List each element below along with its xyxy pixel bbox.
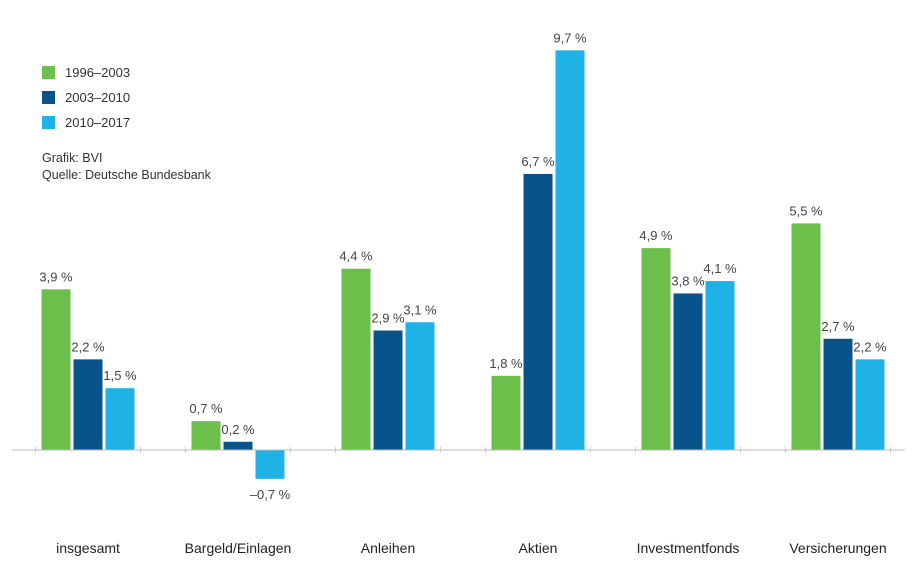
bar-aktien-2010-2017 [556, 50, 585, 450]
legend-item-1996-2003: 1996–2003 [42, 60, 130, 85]
legend-swatch-2010-2017 [42, 116, 55, 129]
bar-investmentfonds-1996-2003 [642, 248, 671, 450]
category-label-versicherungen: Versicherungen [789, 540, 886, 556]
legend-swatch-1996-2003 [42, 66, 55, 79]
category-label-aktien: Aktien [519, 540, 558, 556]
value-label-anleihen-2010-2017: 3,1 % [403, 302, 437, 317]
value-labels: 3,9 % 2,2 % 1,5 % 0,7 % 0,2 % –0,7 % 4,4 % 2,9 … [39, 30, 887, 501]
value-label-investmentfonds-2010-2017: 4,1 % [703, 261, 737, 276]
bar-bargeld-einlagen-1996-2003 [192, 421, 221, 450]
bar-insgesamt-2010-2017 [106, 388, 135, 450]
bar-investmentfonds-2003-2010 [674, 293, 703, 450]
category-labels: insgesamt Bargeld/Einlagen Anleihen Aktien I… [56, 540, 887, 556]
bar-aktien-2003-2010 [524, 174, 553, 450]
legend-item-2003-2010: 2003–2010 [42, 85, 130, 110]
value-label-investmentfonds-1996-2003: 4,9 % [639, 228, 673, 243]
value-label-anleihen-2003-2010: 2,9 % [371, 311, 405, 326]
value-label-insgesamt-2010-2017: 1,5 % [103, 368, 137, 383]
value-label-versicherungen-1996-2003: 5,5 % [789, 203, 823, 218]
grafik-credit: Grafik: BVI [42, 150, 211, 167]
legend-item-2010-2017: 2010–2017 [42, 110, 130, 135]
value-label-insgesamt-2003-2010: 2,2 % [71, 339, 105, 354]
legend-label: 1996–2003 [65, 65, 130, 80]
bar-versicherungen-2010-2017 [856, 359, 885, 450]
category-label-investmentfonds: Investmentfonds [637, 540, 740, 556]
value-label-versicherungen-2010-2017: 2,2 % [853, 339, 887, 354]
bar-investmentfonds-2010-2017 [706, 281, 735, 450]
category-label-insgesamt: insgesamt [56, 540, 120, 556]
value-label-aktien-2003-2010: 6,7 % [521, 154, 555, 169]
value-label-aktien-2010-2017: 9,7 % [553, 30, 587, 45]
bar-bargeld-einlagen-2003-2010 [224, 442, 253, 450]
bars-layer [42, 50, 885, 478]
bar-anleihen-1996-2003 [342, 269, 371, 450]
value-label-insgesamt-1996-2003: 3,9 % [39, 269, 73, 284]
source-credit: Quelle: Deutsche Bundesbank [42, 167, 211, 184]
bar-bargeld-einlagen-2010-2017 [256, 450, 285, 479]
legend-label: 2010–2017 [65, 115, 130, 130]
bar-insgesamt-2003-2010 [74, 359, 103, 450]
bar-aktien-1996-2003 [492, 376, 521, 450]
bar-insgesamt-1996-2003 [42, 289, 71, 450]
bar-versicherungen-1996-2003 [792, 223, 821, 450]
legend: 1996–2003 2003–2010 2010–2017 [42, 60, 130, 135]
value-label-versicherungen-2003-2010: 2,7 % [821, 319, 855, 334]
category-label-anleihen: Anleihen [361, 540, 416, 556]
value-label-aktien-1996-2003: 1,8 % [489, 356, 523, 371]
value-label-bargeld-einlagen-1996-2003: 0,7 % [189, 401, 223, 416]
value-label-bargeld-einlagen-2003-2010: 0,2 % [221, 422, 255, 437]
legend-label: 2003–2010 [65, 90, 130, 105]
source-notes: Grafik: BVI Quelle: Deutsche Bundesbank [42, 150, 211, 184]
bar-anleihen-2003-2010 [374, 331, 403, 450]
value-label-bargeld-einlagen-2010-2017: –0,7 % [250, 487, 291, 502]
bar-versicherungen-2003-2010 [824, 339, 853, 450]
legend-swatch-2003-2010 [42, 91, 55, 104]
value-label-anleihen-1996-2003: 4,4 % [339, 249, 373, 264]
bar-anleihen-2010-2017 [406, 322, 435, 450]
value-label-investmentfonds-2003-2010: 3,8 % [671, 273, 705, 288]
category-label-bargeld-einlagen: Bargeld/Einlagen [185, 540, 292, 556]
